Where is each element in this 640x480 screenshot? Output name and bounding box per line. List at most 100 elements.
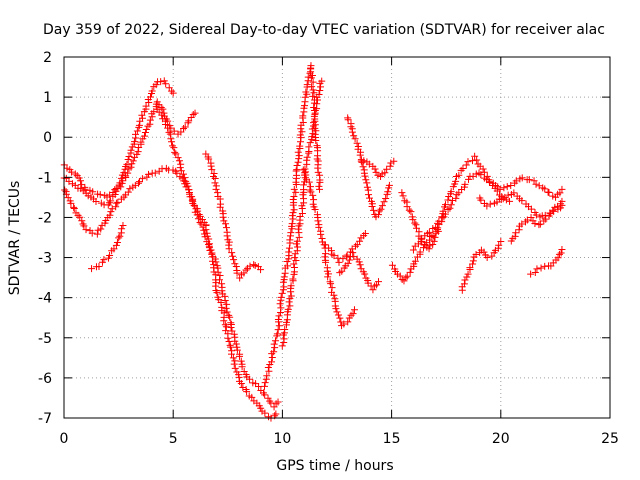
data-point: [119, 221, 127, 229]
data-point: [223, 232, 231, 240]
data-point: [157, 78, 165, 86]
data-point: [532, 211, 540, 219]
data-point: [170, 127, 178, 135]
data-point: [368, 202, 376, 210]
data-point: [107, 197, 115, 205]
data-point: [511, 232, 519, 240]
data-point: [558, 246, 566, 254]
data-point: [314, 217, 322, 225]
data-point: [261, 409, 269, 417]
data-point: [540, 217, 548, 225]
data-point: [362, 176, 370, 184]
data-point: [165, 128, 173, 136]
data-point: [89, 188, 97, 196]
data-point: [138, 175, 146, 183]
data-point: [219, 213, 227, 221]
data-point: [220, 217, 228, 225]
y-tick-label: 0: [43, 130, 52, 146]
data-point: [465, 175, 473, 183]
data-point: [287, 229, 295, 237]
data-point: [333, 308, 341, 316]
data-point: [285, 298, 293, 306]
data-point: [315, 182, 323, 190]
data-point: [376, 207, 384, 215]
data-point: [222, 220, 230, 228]
data-point: [112, 241, 120, 249]
y-tick-label: -5: [38, 331, 52, 347]
data-point: [223, 308, 231, 316]
data-point: [271, 337, 279, 345]
data-point: [343, 251, 351, 259]
data-point: [531, 269, 539, 277]
data-point: [95, 262, 103, 270]
sat-trace-5: [153, 105, 282, 411]
data-point: [82, 226, 90, 234]
data-point: [181, 174, 189, 182]
data-point: [74, 211, 82, 219]
data-point: [446, 204, 454, 212]
data-point: [411, 257, 419, 265]
data-point: [264, 394, 272, 402]
data-point: [290, 264, 298, 272]
data-point: [171, 148, 179, 156]
data-point: [228, 249, 236, 257]
data-point: [518, 197, 526, 205]
data-point: [135, 179, 143, 187]
data-point: [132, 130, 140, 138]
data-point: [359, 163, 367, 171]
data-point: [506, 197, 514, 205]
sat-trace-3: [61, 164, 210, 238]
data-point: [233, 346, 241, 354]
data-point: [558, 185, 566, 193]
data-point: [265, 367, 273, 375]
data-point: [407, 208, 415, 216]
data-point: [217, 299, 225, 307]
sat-trace-1: [60, 77, 177, 201]
data-point: [287, 292, 295, 300]
data-point: [473, 156, 481, 164]
data-point: [68, 168, 76, 176]
data-point: [348, 128, 356, 136]
data-point: [475, 169, 483, 177]
data-point: [309, 92, 317, 100]
data-point: [317, 230, 325, 238]
data-point: [264, 363, 272, 371]
data-point: [196, 218, 204, 226]
data-point: [310, 103, 318, 111]
data-point: [459, 165, 467, 173]
data-point: [229, 354, 237, 362]
data-point: [316, 178, 324, 186]
data-point: [374, 211, 382, 219]
data-point: [277, 293, 285, 301]
data-point: [129, 157, 137, 165]
data-point: [164, 124, 172, 132]
data-point: [558, 201, 566, 209]
data-point: [299, 195, 307, 203]
data-point: [321, 241, 329, 249]
data-point: [261, 382, 269, 390]
data-point: [176, 164, 184, 172]
data-point: [70, 205, 78, 213]
data-point: [284, 305, 292, 313]
data-point: [309, 191, 317, 199]
sat-trace-7: [202, 221, 280, 422]
data-point: [134, 148, 142, 156]
sat-trace-4: [88, 221, 127, 273]
data-point: [267, 399, 275, 407]
data-point: [261, 379, 269, 387]
data-point: [246, 262, 254, 270]
data-point: [385, 181, 393, 189]
data-point: [363, 179, 371, 187]
data-point: [232, 340, 240, 348]
data-point: [92, 197, 100, 205]
data-point: [126, 185, 134, 193]
data-point: [469, 260, 477, 268]
y-tick-label: 2: [43, 50, 52, 66]
data-point: [216, 203, 224, 211]
data-point: [545, 189, 553, 197]
data-point: [310, 89, 318, 97]
data-point: [281, 326, 289, 334]
data-point: [273, 332, 281, 340]
data-point: [202, 226, 210, 234]
